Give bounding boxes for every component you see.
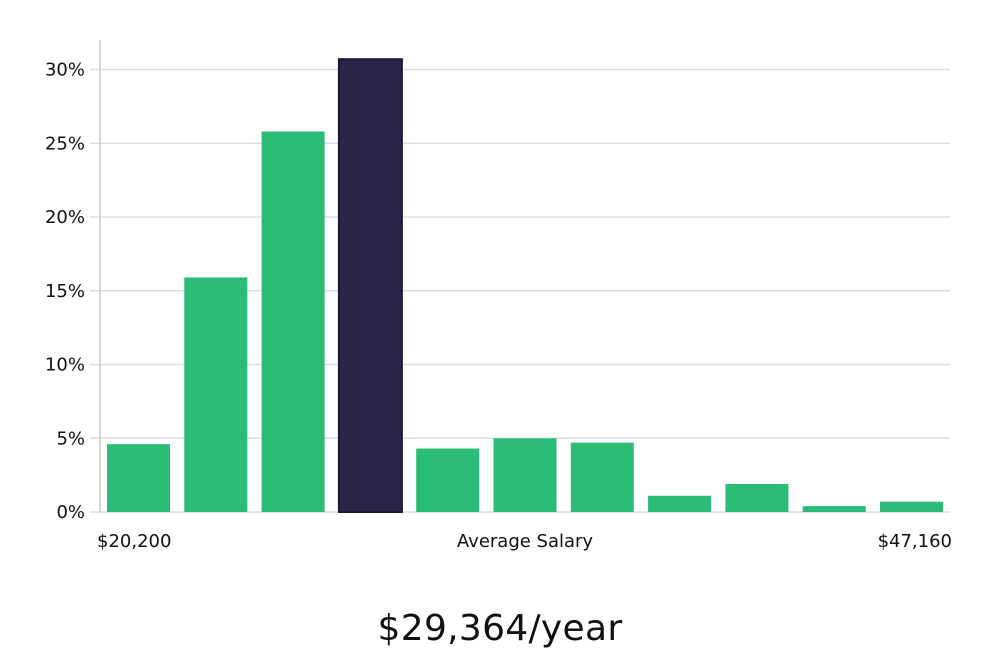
x-axis-title: Average Salary xyxy=(457,531,594,552)
y-tick-label: 20% xyxy=(45,207,85,228)
average-salary-summary: $29,364/year xyxy=(377,608,623,649)
y-tick-label: 25% xyxy=(45,133,85,154)
bar xyxy=(725,483,789,512)
bar xyxy=(802,506,866,512)
bar-highlighted xyxy=(337,58,403,514)
bar xyxy=(648,495,712,512)
bar xyxy=(184,277,248,512)
bars xyxy=(107,58,943,514)
x-axis-min-label: $20,200 xyxy=(97,531,171,552)
bar xyxy=(493,438,557,512)
bar xyxy=(107,444,170,512)
y-axis-tick-labels: 0% 5% 10% 15% 20% 25% 30% xyxy=(45,60,85,524)
x-axis-max-label: $47,160 xyxy=(878,531,952,552)
bar xyxy=(880,501,943,512)
y-tick-label: 0% xyxy=(56,502,85,523)
bar xyxy=(570,442,634,512)
salary-histogram-chart: 0% 5% 10% 15% 20% 25% 30% $20,200 Average Sala… xyxy=(45,40,952,552)
y-tick-label: 5% xyxy=(56,428,85,449)
bar xyxy=(416,448,480,512)
y-tick-label: 15% xyxy=(45,281,85,302)
bar xyxy=(261,131,325,512)
y-tick-label: 10% xyxy=(45,355,85,376)
y-tick-label: 30% xyxy=(45,60,85,81)
